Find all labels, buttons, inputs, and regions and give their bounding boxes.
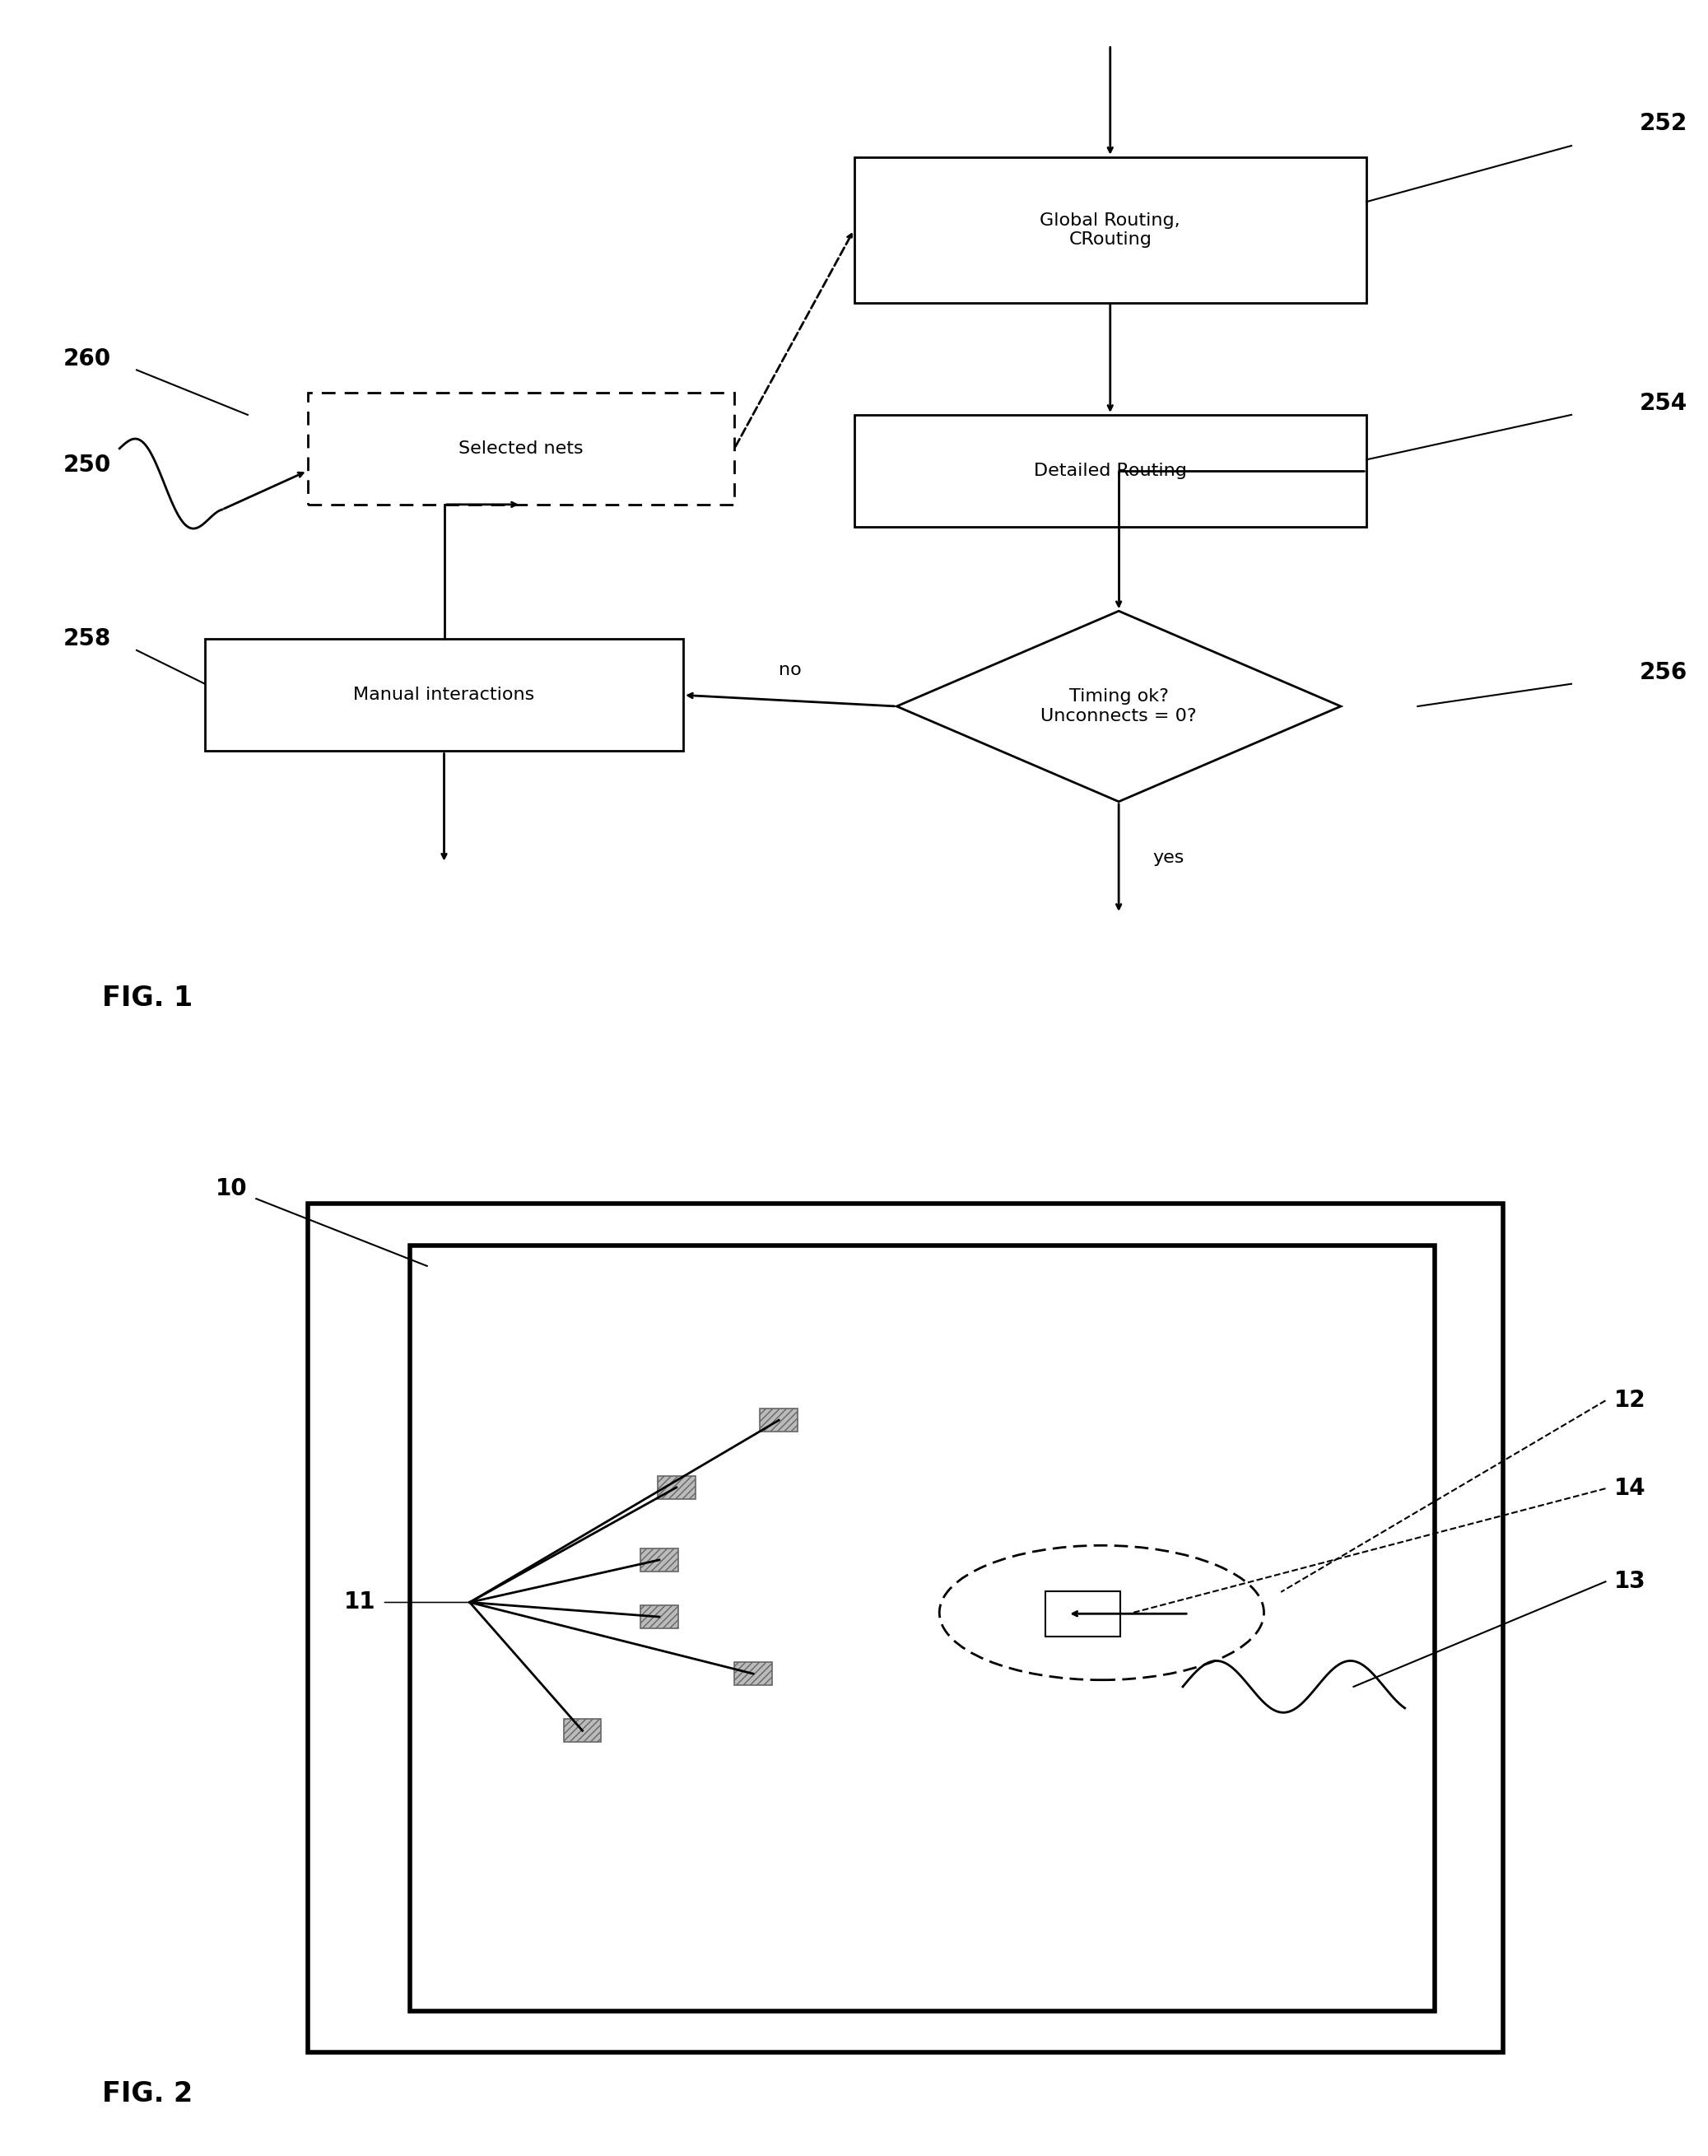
Text: FIG. 1: FIG. 1 [102,983,193,1011]
Bar [854,157,1366,302]
Ellipse shape [939,1546,1264,1680]
Bar [854,414,1366,526]
Bar [410,1246,1435,2012]
Text: FIG. 2: FIG. 2 [102,2081,193,2109]
Bar [658,1477,695,1498]
Text: 258: 258 [63,627,111,651]
Bar [1045,1591,1120,1636]
Bar [307,392,734,505]
Text: 13: 13 [1614,1570,1647,1593]
Text: Global Routing,
CRouting: Global Routing, CRouting [1040,211,1180,248]
Polygon shape [897,610,1341,802]
Text: yes: yes [1153,849,1184,867]
Text: Detailed Routing: Detailed Routing [1033,464,1187,479]
Text: Manual interactions: Manual interactions [354,688,535,703]
Text: no: no [779,662,801,679]
Bar [640,1606,678,1628]
Text: 11: 11 [343,1591,376,1615]
Bar [205,638,683,750]
Text: Timing ok?
Unconnects = 0?: Timing ok? Unconnects = 0? [1040,688,1197,724]
Text: 12: 12 [1614,1388,1647,1412]
Text: 14: 14 [1614,1477,1647,1501]
Bar [564,1718,601,1742]
Text: 250: 250 [63,453,111,476]
Text: 252: 252 [1640,112,1688,136]
Text: 260: 260 [63,347,111,371]
Text: 10: 10 [215,1177,248,1201]
Text: 256: 256 [1640,662,1688,683]
Text: 254: 254 [1640,392,1688,416]
Bar [640,1548,678,1572]
Bar [734,1662,772,1686]
Bar [760,1408,798,1432]
Bar [307,1203,1503,2053]
Text: Selected nets: Selected nets [458,440,584,457]
